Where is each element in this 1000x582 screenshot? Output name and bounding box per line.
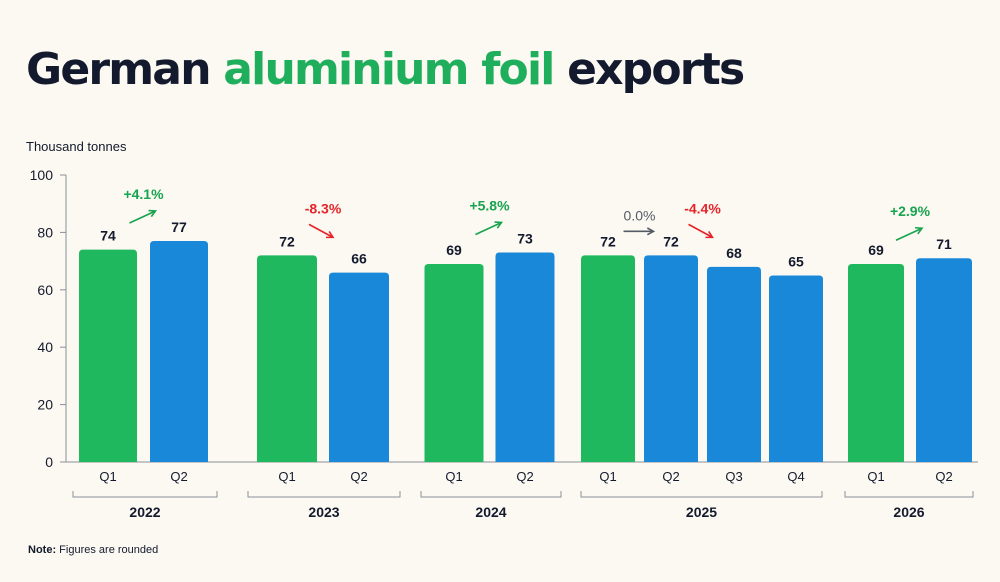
x-tick-label: Q4 bbox=[787, 469, 804, 484]
year-label: 2025 bbox=[686, 504, 717, 520]
x-tick-label: Q1 bbox=[599, 469, 616, 484]
year-bracket bbox=[420, 491, 562, 498]
footnote-text: Figures are rounded bbox=[59, 544, 159, 556]
y-axis-label: Thousand tonnes bbox=[26, 139, 127, 154]
bar bbox=[916, 258, 972, 462]
change-arrow bbox=[308, 223, 334, 239]
title-part-2: exports bbox=[567, 44, 745, 95]
bar-value-label: 69 bbox=[446, 242, 462, 258]
bar bbox=[769, 275, 823, 462]
x-tick-label: Q2 bbox=[350, 469, 367, 484]
x-tick-label: Q1 bbox=[99, 469, 116, 484]
bar-value-label: 66 bbox=[351, 251, 367, 267]
arrow-head bbox=[646, 227, 656, 236]
bar bbox=[329, 272, 389, 462]
arrow-head bbox=[148, 209, 158, 218]
x-tick-label: Q2 bbox=[662, 469, 679, 484]
y-tick-label: 60 bbox=[37, 282, 53, 298]
change-label: 0.0% bbox=[624, 207, 656, 223]
bar bbox=[644, 255, 698, 462]
change-label: -8.3% bbox=[305, 200, 342, 216]
y-tick-label: 20 bbox=[37, 397, 53, 413]
bar bbox=[257, 255, 317, 462]
year-groups: 2022 2023 2024 2025 2026 bbox=[72, 491, 974, 520]
x-tick-label: Q3 bbox=[725, 469, 742, 484]
x-tick-label: Q2 bbox=[935, 469, 952, 484]
bar-value-label: 72 bbox=[279, 233, 295, 249]
year-bracket bbox=[247, 491, 401, 498]
change-arrow bbox=[129, 210, 156, 224]
bar-value-label: 71 bbox=[936, 236, 952, 252]
x-tick-label: Q1 bbox=[445, 469, 462, 484]
y-tick-label: 40 bbox=[37, 339, 53, 355]
bar bbox=[79, 249, 137, 462]
arrow-head bbox=[705, 231, 714, 239]
year-label: 2024 bbox=[475, 504, 506, 520]
y-tick-label: 0 bbox=[45, 454, 53, 470]
footnote-label: Note: bbox=[28, 544, 57, 556]
chart-title: German aluminium foil exports bbox=[26, 44, 745, 95]
y-tick-label: 100 bbox=[30, 167, 54, 183]
x-tick-label: Q1 bbox=[867, 469, 884, 484]
bar-value-label: 72 bbox=[663, 233, 679, 249]
change-label: +2.9% bbox=[890, 203, 931, 219]
arrow-head bbox=[325, 231, 335, 239]
footnote: Note: Figures are rounded bbox=[28, 544, 158, 556]
bar-value-label: 69 bbox=[868, 242, 884, 258]
bar bbox=[581, 255, 635, 462]
arrow-head bbox=[914, 226, 924, 235]
bar-value-label: 77 bbox=[171, 219, 187, 235]
change-arrow bbox=[895, 227, 923, 241]
y-tick-label: 80 bbox=[37, 224, 53, 240]
x-tick-label: Q1 bbox=[278, 469, 295, 484]
title-part-1: German bbox=[26, 44, 212, 95]
bar bbox=[424, 263, 484, 462]
change-arrow bbox=[475, 221, 502, 236]
year-label: 2026 bbox=[893, 504, 924, 520]
bar bbox=[707, 266, 761, 462]
bar-value-label: 65 bbox=[788, 253, 804, 269]
bar-value-label: 68 bbox=[726, 245, 742, 261]
bar bbox=[848, 263, 904, 462]
change-annotations: +4.1% -8.3% +5.8% 0.0% -4.4% +2.9% bbox=[123, 186, 931, 241]
change-label: +4.1% bbox=[123, 186, 164, 202]
year-bracket bbox=[580, 491, 823, 498]
year-bracket bbox=[72, 491, 218, 498]
year-label: 2023 bbox=[308, 504, 339, 520]
bars: 74 Q1 77 Q2 72 Q1 66 Q2 69 Q1 73 Q2 72 Q1 72 Q2 68 Q3 65 Q4… bbox=[79, 219, 972, 484]
bar-value-label: 73 bbox=[517, 230, 533, 246]
change-label: -4.4% bbox=[684, 200, 721, 216]
bar bbox=[495, 252, 555, 462]
x-tick-label: Q2 bbox=[516, 469, 533, 484]
x-tick-label: Q2 bbox=[170, 469, 187, 484]
arrow-head bbox=[494, 221, 504, 229]
bar-value-label: 74 bbox=[100, 228, 116, 244]
title-highlight: aluminium foil bbox=[223, 44, 555, 95]
bar-value-label: 72 bbox=[600, 233, 616, 249]
year-bracket bbox=[844, 491, 974, 498]
year-label: 2022 bbox=[129, 504, 160, 520]
change-label: +5.8% bbox=[469, 197, 510, 213]
bar bbox=[150, 241, 208, 462]
y-axis-ticks: 0 20 40 60 80 100 bbox=[30, 167, 66, 470]
change-arrow bbox=[688, 223, 713, 239]
